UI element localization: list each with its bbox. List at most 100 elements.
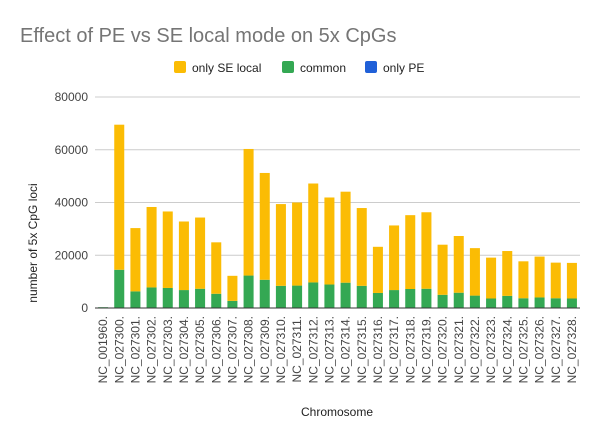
bars bbox=[98, 124, 577, 308]
x-tick-label: NC_027324. bbox=[500, 316, 514, 383]
bar-common bbox=[356, 285, 367, 308]
legend: only SE local common only PE bbox=[174, 61, 424, 75]
bar-only-se-local bbox=[372, 246, 383, 293]
bar-common bbox=[550, 298, 561, 308]
bar-only-se-local bbox=[211, 242, 222, 294]
bar-only-se-local bbox=[566, 262, 577, 299]
bar-common bbox=[178, 290, 189, 308]
bar-only-se-local bbox=[308, 183, 319, 283]
bar-only-se-local bbox=[178, 221, 189, 291]
x-tick-label: NC_027306. bbox=[209, 316, 223, 383]
bar-only-se-local bbox=[130, 228, 141, 292]
x-tick-label: NC_027316. bbox=[371, 316, 385, 383]
bar-only-se-local bbox=[550, 262, 561, 299]
x-tick-label: NC_027309. bbox=[258, 316, 272, 383]
x-tick-label: NC_027321. bbox=[452, 316, 466, 383]
y-axis-ticks: 0 20000 40000 60000 80000 bbox=[55, 90, 89, 315]
bar-only-se-local bbox=[243, 148, 254, 276]
y-tick-label: 0 bbox=[81, 301, 88, 315]
x-tick-label: NC_027314. bbox=[339, 316, 353, 383]
y-tick-label: 60000 bbox=[55, 143, 89, 157]
legend-swatch-only-pe bbox=[365, 61, 377, 73]
gridlines bbox=[95, 96, 580, 256]
bar-common bbox=[211, 293, 222, 308]
bar-common bbox=[340, 282, 351, 308]
bar-only-se-local bbox=[469, 248, 480, 296]
bar-common bbox=[566, 298, 577, 308]
bar-only-se-local bbox=[275, 204, 286, 286]
bar-common bbox=[259, 279, 270, 308]
x-tick-label: NC_027318. bbox=[403, 316, 417, 383]
bar-common bbox=[146, 287, 157, 308]
bar-only-se-local bbox=[146, 206, 157, 288]
bar-only-se-local bbox=[227, 275, 238, 301]
x-tick-label: NC_027307. bbox=[225, 316, 239, 383]
bar-only-se-local bbox=[195, 217, 206, 289]
x-tick-label: NC_027308. bbox=[242, 316, 256, 383]
bar-common bbox=[195, 288, 206, 308]
x-tick-label: NC_001960. bbox=[96, 316, 110, 383]
bar-common bbox=[469, 295, 480, 308]
x-tick-label: NC_027311. bbox=[290, 316, 304, 383]
x-tick-label: NC_027325. bbox=[516, 316, 530, 383]
x-tick-label: NC_027305. bbox=[193, 316, 207, 383]
legend-swatch-common bbox=[282, 61, 294, 73]
x-axis-ticks: NC_001960. NC_027300. NC_027301. NC_027302.… bbox=[96, 316, 579, 383]
x-tick-label: NC_027323. bbox=[484, 316, 498, 383]
bar-common bbox=[292, 285, 303, 308]
bar-only-se-local bbox=[324, 197, 335, 285]
bar-common bbox=[162, 287, 173, 308]
bar-common bbox=[453, 292, 464, 308]
bar-common bbox=[372, 292, 383, 308]
bar-only-se-local bbox=[453, 235, 464, 293]
legend-label-only-pe: only PE bbox=[383, 61, 424, 75]
bar-common bbox=[130, 291, 141, 308]
bar-only-se-local bbox=[534, 256, 545, 298]
bar-common bbox=[389, 290, 400, 308]
bar-common bbox=[534, 297, 545, 308]
bar-common bbox=[518, 298, 529, 308]
bar-only-se-local bbox=[518, 261, 529, 299]
x-tick-label: NC_027320. bbox=[436, 316, 450, 383]
x-tick-label: NC_027328. bbox=[565, 316, 579, 383]
x-tick-label: NC_027300. bbox=[112, 316, 126, 383]
bar-common bbox=[502, 295, 513, 308]
bar-only-se-local bbox=[114, 124, 125, 270]
x-tick-label: NC_027322. bbox=[468, 316, 482, 383]
legend-swatch-only-se-local bbox=[174, 61, 186, 73]
bar-common bbox=[437, 294, 448, 308]
x-tick-label: NC_027319. bbox=[419, 316, 433, 383]
bar-common bbox=[308, 282, 319, 308]
legend-label-common: common bbox=[300, 61, 346, 75]
bar-only-se-local bbox=[405, 215, 416, 290]
bar-common bbox=[275, 285, 286, 308]
x-tick-label: NC_027313. bbox=[322, 316, 336, 383]
chart-title: Effect of PE vs SE local mode on 5x CpGs bbox=[20, 25, 396, 47]
x-tick-label: NC_027317. bbox=[387, 316, 401, 383]
bar-common bbox=[486, 298, 497, 308]
bar-common bbox=[114, 269, 125, 308]
x-tick-label: NC_027327. bbox=[549, 316, 563, 383]
x-axis-label: Chromosome bbox=[301, 405, 373, 419]
x-tick-label: NC_027326. bbox=[533, 316, 547, 383]
x-tick-label: NC_027310. bbox=[274, 316, 288, 383]
x-tick-label: NC_027302. bbox=[145, 316, 159, 383]
y-tick-label: 80000 bbox=[55, 90, 89, 104]
bar-only-se-local bbox=[421, 212, 432, 289]
bar-common bbox=[324, 284, 335, 308]
bar-only-se-local bbox=[389, 225, 400, 291]
bar-only-se-local bbox=[502, 251, 513, 296]
bar-only-se-local bbox=[259, 172, 270, 280]
bar-common bbox=[421, 288, 432, 308]
bar-common bbox=[405, 289, 416, 308]
bar-only-se-local bbox=[486, 257, 497, 299]
x-tick-label: NC_027301. bbox=[128, 316, 142, 383]
bar-only-se-local bbox=[356, 208, 367, 286]
y-tick-label: 40000 bbox=[55, 196, 89, 210]
x-tick-label: NC_027315. bbox=[355, 316, 369, 383]
bar-only-se-local bbox=[162, 211, 173, 288]
bar-common bbox=[243, 275, 254, 308]
legend-label-only-se-local: only SE local bbox=[192, 61, 261, 75]
bar-only-se-local bbox=[340, 191, 351, 283]
